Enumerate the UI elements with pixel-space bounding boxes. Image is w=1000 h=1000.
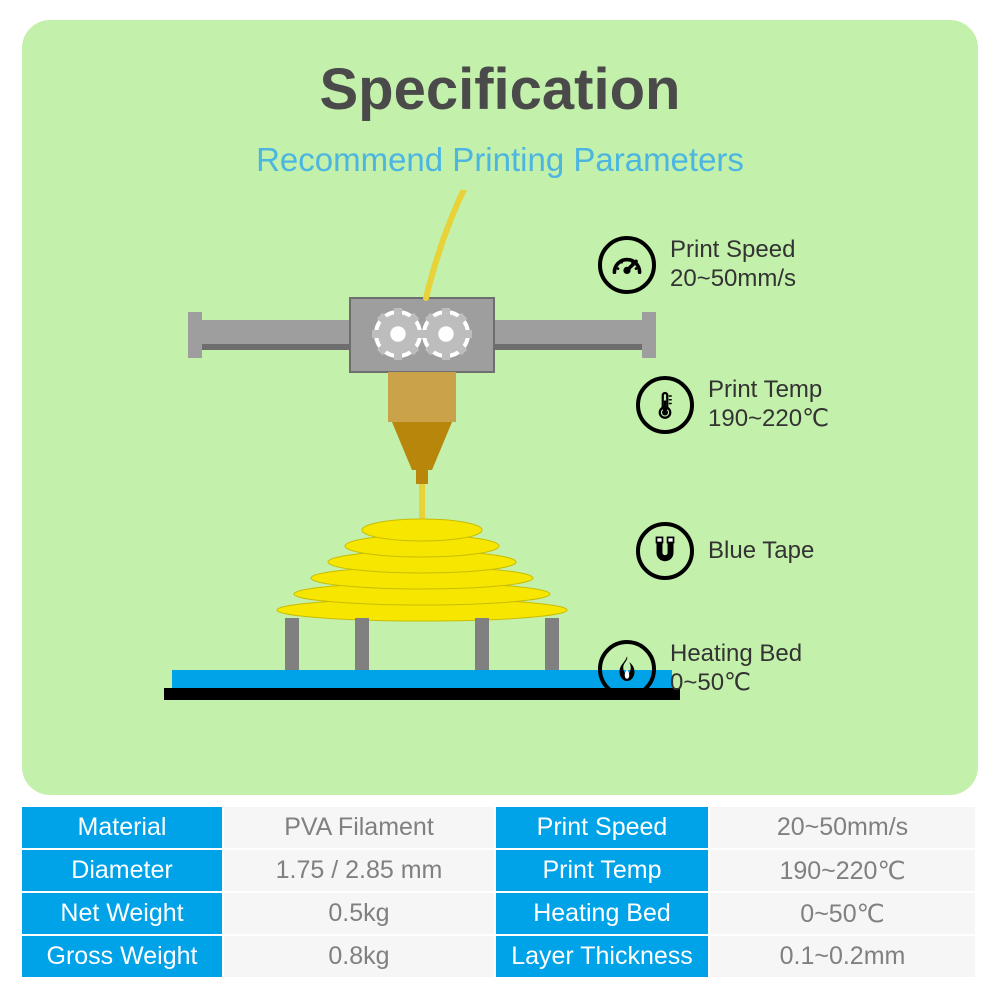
spec-label: Heating Bed: [496, 893, 708, 934]
spec-value: PVA Filament: [224, 807, 494, 848]
printer-diagram: Print Speed20~50mm/s Print Temp190~220℃ Bl…: [22, 190, 978, 780]
spec-value: 0~50℃: [710, 893, 975, 934]
hero-panel: Specification Recommend Printing Paramet…: [22, 20, 978, 795]
spec-value: 20~50mm/s: [710, 807, 975, 848]
spec-value: 190~220℃: [710, 850, 975, 891]
param-thermometer: Print Temp190~220℃: [636, 376, 829, 434]
param-value: 0~50℃: [670, 669, 802, 698]
thermometer-icon: [636, 376, 694, 434]
spec-label: Print Temp: [496, 850, 708, 891]
param-label: Print Speed: [670, 236, 796, 265]
param-magnet: Blue Tape: [636, 522, 814, 580]
param-label: Print Temp: [708, 376, 829, 405]
magnet-icon: [636, 522, 694, 580]
spec-value: 0.1~0.2mm: [710, 936, 975, 977]
spec-value: 0.5kg: [224, 893, 494, 934]
gauge-icon: [598, 236, 656, 294]
param-value: 190~220℃: [708, 405, 829, 434]
page-title: Specification: [22, 20, 978, 123]
page-subtitle: Recommend Printing Parameters: [22, 141, 978, 179]
param-value: 20~50mm/s: [670, 265, 796, 294]
spec-value: 1.75 / 2.85 mm: [224, 850, 494, 891]
spec-label: Gross Weight: [22, 936, 222, 977]
spec-label: Diameter: [22, 850, 222, 891]
param-label: Blue Tape: [708, 537, 814, 566]
printer-illustration: [22, 190, 978, 780]
flame-icon: [598, 640, 656, 698]
param-flame: Heating Bed0~50℃: [598, 640, 802, 698]
spec-label: Material: [22, 807, 222, 848]
param-gauge: Print Speed20~50mm/s: [598, 236, 796, 294]
spec-table: MaterialPVA FilamentPrint Speed20~50mm/s…: [22, 807, 978, 977]
spec-label: Net Weight: [22, 893, 222, 934]
param-label: Heating Bed: [670, 640, 802, 669]
spec-label: Layer Thickness: [496, 936, 708, 977]
spec-label: Print Speed: [496, 807, 708, 848]
spec-value: 0.8kg: [224, 936, 494, 977]
